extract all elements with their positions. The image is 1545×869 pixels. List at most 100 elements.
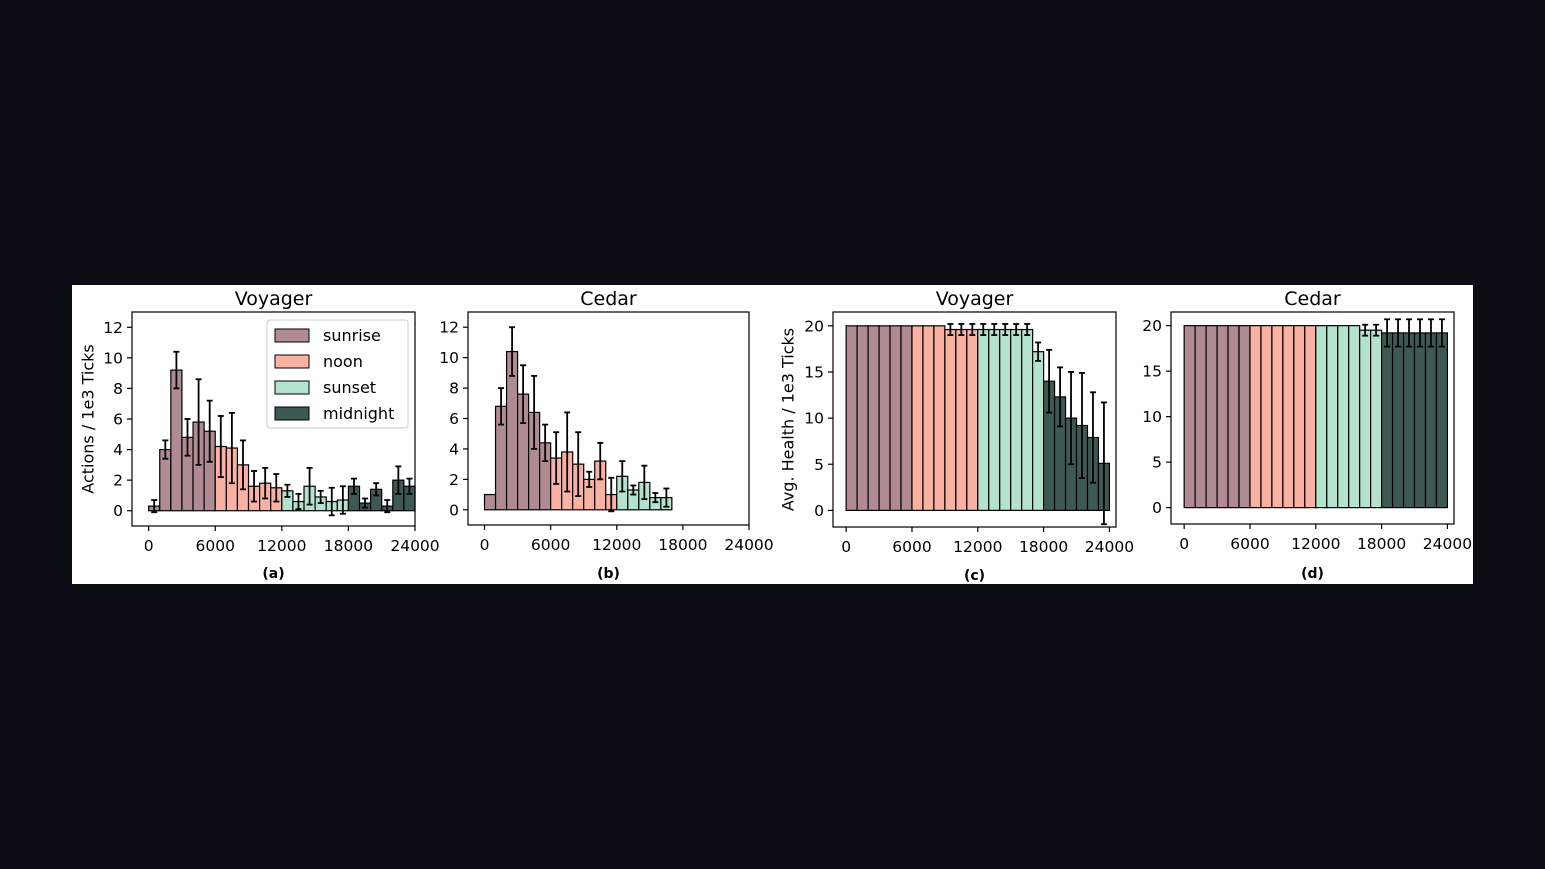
- legend-swatch-midnight: [274, 406, 310, 421]
- bar: [878, 325, 891, 511]
- y-tick-label: 12: [103, 319, 123, 337]
- legend-box: [266, 319, 409, 429]
- y-tick-label: 5: [814, 456, 824, 474]
- legend-swatch-noon: [274, 354, 310, 369]
- error-bar: [384, 499, 391, 514]
- y-tick-label: 20: [1142, 317, 1162, 335]
- error-bar: [151, 499, 158, 514]
- error-bar: [509, 326, 516, 377]
- bar: [999, 328, 1012, 511]
- x-tick-label: 18000: [1019, 538, 1068, 556]
- error-bar: [1024, 323, 1031, 336]
- legend-label-midnight: midnight: [323, 404, 394, 423]
- bar: [867, 325, 880, 511]
- x-tick-label: 0: [1179, 535, 1189, 553]
- error-bar: [173, 350, 180, 390]
- x-tick-label: 6000: [1230, 535, 1269, 553]
- x-tick-label: 6000: [531, 536, 570, 554]
- error-bar: [1078, 372, 1085, 479]
- error-bar: [1057, 366, 1064, 428]
- bar: [1271, 325, 1284, 509]
- chart-title: Cedar: [1284, 288, 1341, 310]
- x-tick-label: 12000: [257, 537, 306, 555]
- x-tick-label: 18000: [658, 536, 707, 554]
- y-tick-label: 4: [113, 441, 123, 459]
- axes-frame: [1170, 311, 1455, 525]
- y-tick-label: 6: [449, 410, 459, 428]
- chart-figure: 0 6000 12000 18000 24000024681012VoyagerActi…: [79, 288, 1472, 584]
- error-bar: [339, 485, 346, 515]
- error-bar: [1068, 371, 1075, 466]
- legend-label-noon: noon: [323, 352, 363, 371]
- error-bar: [630, 484, 637, 496]
- bar: [933, 325, 946, 511]
- x-tick-label: 18000: [1357, 535, 1406, 553]
- bar: [977, 328, 990, 511]
- error-bar: [1373, 323, 1380, 337]
- error-bar: [991, 323, 998, 336]
- error-bar: [969, 323, 976, 336]
- error-bar: [553, 431, 560, 485]
- error-bar: [564, 411, 571, 493]
- bar: [845, 325, 858, 511]
- y-tick-label: 10: [804, 410, 824, 428]
- chart-panel-1: 0 6000 12000 18000 24000 0 2 4 6 8 10 12 Voyager Acti…: [79, 288, 440, 582]
- bar: [170, 369, 183, 512]
- error-bar: [362, 497, 369, 509]
- y-tick-label: 8: [449, 380, 459, 398]
- bar: [1337, 325, 1350, 509]
- y-tick-label: 2: [113, 472, 123, 490]
- x-tick-label: 6000: [196, 537, 235, 555]
- legend: sunrise noon sunset midnight: [266, 319, 409, 429]
- error-bar: [586, 470, 593, 488]
- error-bar: [206, 399, 213, 463]
- y-tick-label: 2: [449, 471, 459, 489]
- error-bar: [295, 492, 302, 511]
- bar: [1381, 332, 1394, 509]
- error-bar: [1395, 318, 1402, 348]
- x-tick-label: 0: [480, 536, 490, 554]
- y-tick-label: 8: [113, 380, 123, 398]
- legend-label-sunset: sunset: [323, 378, 376, 397]
- bar: [922, 325, 935, 511]
- bar: [1205, 325, 1218, 509]
- axes-frame: [832, 311, 1117, 528]
- y-tick-label: 20: [804, 317, 824, 335]
- error-bar: [217, 415, 224, 478]
- error-bar: [958, 323, 965, 336]
- error-bar: [1362, 323, 1369, 337]
- bar: [1402, 332, 1416, 509]
- bar: [955, 328, 968, 511]
- error-bar: [1406, 318, 1413, 348]
- y-tick-label: 10: [103, 349, 123, 367]
- error-bar: [520, 364, 527, 424]
- chart-panel-4: 0 6000 12000 18000 24000 0 5 10 15 20 Cedar (d): [1142, 288, 1472, 582]
- bar: [483, 493, 497, 511]
- error-bar: [306, 467, 313, 506]
- figure: 0 6000 12000 18000 24000 0 2 4 6 8 10 12 Voyager Acti…: [72, 285, 1473, 584]
- error-bar: [1002, 323, 1009, 336]
- bar: [1391, 332, 1405, 509]
- bar: [1304, 325, 1317, 509]
- x-tick-label: 12000: [1291, 535, 1340, 553]
- error-bar: [350, 477, 357, 495]
- y-tick-label: 10: [1142, 408, 1162, 426]
- bar: [1183, 325, 1196, 509]
- x-tick-label: 24000: [390, 537, 439, 555]
- chart-panel-2: 0 6000 12000 18000 24000 0 2 4 6 8 10 12 Cedar (b): [439, 288, 773, 582]
- error-bar: [251, 470, 258, 503]
- error-bar: [608, 476, 615, 513]
- chart-title: Voyager: [235, 288, 313, 310]
- y-tick-label: 4: [449, 440, 459, 458]
- error-bar: [239, 439, 246, 491]
- bar: [988, 328, 1001, 511]
- error-bar: [317, 489, 324, 504]
- bar: [1293, 325, 1306, 509]
- legend-label-sunrise: sunrise: [323, 326, 381, 345]
- error-bar: [1438, 318, 1445, 348]
- panel-caption: (d): [1301, 566, 1324, 582]
- error-bar: [1384, 318, 1391, 348]
- error-bar: [1100, 401, 1107, 526]
- error-bar: [1427, 318, 1434, 348]
- y-tick-label: 5: [1152, 454, 1162, 472]
